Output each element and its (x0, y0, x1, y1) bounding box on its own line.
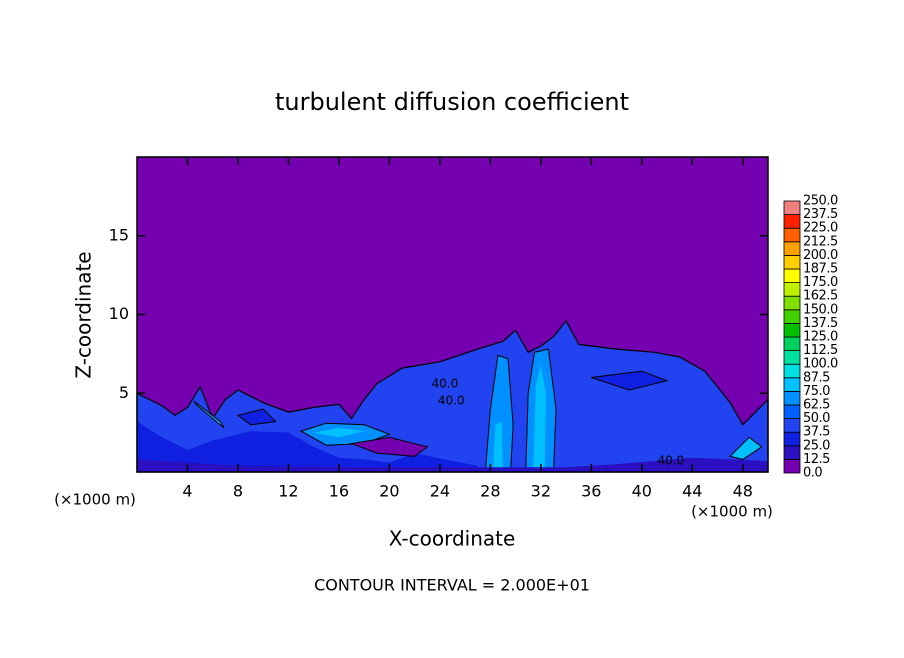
x-tick-label: 36 (581, 482, 601, 501)
colorbar-label: 112.5 (803, 343, 838, 358)
colorbar-label: 187.5 (803, 262, 838, 277)
x-unit-label: (×1000 m) (691, 503, 773, 521)
x-tick-label: 4 (182, 482, 192, 501)
colorbar-box (783, 241, 801, 256)
y-tick-label: 10 (109, 304, 129, 323)
colorbar-box (783, 254, 801, 270)
colorbar-label: 137.5 (803, 316, 838, 331)
contour-field (136, 157, 769, 473)
colorbar-box (783, 458, 801, 474)
x-tick-label: 16 (329, 482, 349, 501)
colorbar-label: 250.0 (803, 194, 838, 209)
colorbar-box (783, 295, 801, 311)
x-tick-label: 28 (480, 482, 500, 501)
x-tick-label: 44 (682, 482, 702, 501)
colorbar-box (783, 227, 801, 243)
field-region (137, 421, 478, 472)
field-region (492, 421, 503, 472)
colorbar-label: 237.5 (803, 207, 838, 222)
colorbar-label: 62.5 (803, 398, 830, 413)
colorbar-label: 225.0 (803, 221, 838, 236)
chart-title: turbulent diffusion coefficient (275, 88, 629, 116)
x-tick-label: 12 (278, 482, 298, 501)
colorbar-label: 200.0 (803, 248, 838, 263)
colorbar-box (783, 390, 801, 406)
colorbar-label: 37.5 (803, 425, 830, 440)
field-region (236, 408, 277, 426)
y-tick-label: 5 (119, 383, 129, 402)
colorbar-label: 212.5 (803, 234, 838, 249)
colorbar-box (783, 404, 801, 420)
colorbar-label: 0.0 (803, 466, 822, 481)
x-tick-label: 32 (531, 482, 551, 501)
colorbar-label: 25.0 (803, 438, 830, 453)
field-region (193, 400, 225, 429)
x-unit-label: (×1000 m) (54, 491, 136, 509)
field-region (591, 370, 669, 391)
colorbar-box (783, 214, 801, 229)
colorbar-label: 75.0 (803, 384, 830, 399)
colorbar-box (783, 336, 801, 352)
colorbar-label: 12.5 (803, 452, 830, 467)
y-tick-label: 15 (109, 225, 129, 244)
contour-interval: CONTOUR INTERVAL = 2.000E+01 (314, 576, 590, 595)
colorbar-box (783, 282, 801, 297)
colorbar-box (783, 377, 801, 392)
colorbar-box (783, 268, 801, 284)
field-region (349, 436, 429, 457)
field-region (533, 364, 546, 472)
x-tick-label: 40 (632, 482, 652, 501)
colorbar-box (783, 445, 801, 460)
colorbar-box (783, 431, 801, 447)
colorbar-box (783, 350, 801, 365)
colorbar-box (783, 363, 801, 379)
field-region (137, 457, 768, 472)
contour-label: 40.0 (657, 453, 684, 467)
colorbar-box (783, 322, 801, 338)
colorbar-label: 150.0 (803, 302, 838, 317)
x-tick-label: 24 (430, 482, 450, 501)
colorbar-box (783, 418, 801, 433)
colorbar-label: 125.0 (803, 330, 838, 345)
contour-label: 40.0 (438, 394, 465, 408)
x-tick-label: 48 (733, 482, 753, 501)
contour-label: 40.0 (432, 376, 459, 390)
x-axis-label: X-coordinate (389, 527, 516, 551)
colorbar-box (783, 309, 801, 324)
colorbar-label: 175.0 (803, 275, 838, 290)
colorbar-label: 87.5 (803, 370, 830, 385)
colorbar-box (783, 200, 801, 216)
y-axis-label: Z-coordinate (72, 251, 96, 378)
field-region (313, 427, 365, 438)
colorbar-label: 162.5 (803, 289, 838, 304)
field-region (729, 436, 763, 460)
x-tick-label: 8 (233, 482, 243, 501)
colorbar-label: 50.0 (803, 411, 830, 426)
contour-line (136, 319, 769, 473)
field-region (137, 320, 768, 472)
colorbar-label: 100.0 (803, 357, 838, 372)
x-tick-label: 20 (379, 482, 399, 501)
